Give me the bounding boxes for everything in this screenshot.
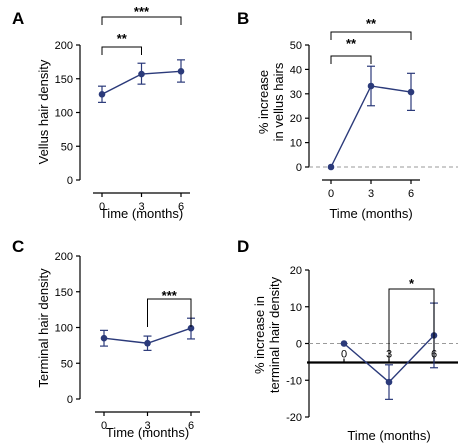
y-axis-title-line: terminal hair density xyxy=(267,276,282,393)
x-tick-label: 6 xyxy=(188,420,194,432)
x-tick-label: 3 xyxy=(138,201,144,213)
y-axis-title: % increasein vellus hairs xyxy=(256,62,286,141)
significance-bracket xyxy=(101,16,182,25)
y-tick-label: 150 xyxy=(55,287,73,299)
data-point xyxy=(138,70,145,78)
significance-bracket xyxy=(388,288,435,359)
data-point xyxy=(187,324,195,332)
y-tick-label: 50 xyxy=(61,358,73,370)
significance-bracket xyxy=(101,46,142,55)
y-tick-label: -20 xyxy=(286,412,302,424)
x-axis-title: Time (months) xyxy=(347,428,430,443)
y-tick-label: 150 xyxy=(55,74,73,86)
x-tick-label: 0 xyxy=(328,188,334,200)
data-point xyxy=(100,334,108,342)
data-point xyxy=(385,378,393,386)
x-tick-label: 3 xyxy=(368,188,374,200)
x-axis-title: Time (months) xyxy=(100,206,183,221)
significance-label: *** xyxy=(162,288,178,303)
y-tick-label: 200 xyxy=(55,251,73,263)
significance-bracket xyxy=(147,298,192,327)
panel-d: D-20-1001020036Time (months)% increase i… xyxy=(237,237,458,443)
significance-label: ** xyxy=(366,16,377,31)
y-tick-label: 0 xyxy=(67,394,73,406)
data-point xyxy=(177,68,185,75)
panel-letter: C xyxy=(12,237,24,256)
data-point xyxy=(327,163,335,171)
y-tick-label: 100 xyxy=(55,323,73,335)
significance-label: ** xyxy=(117,31,128,46)
x-axis-title: Time (months) xyxy=(106,425,189,440)
panel-letter: B xyxy=(237,9,249,28)
panel-b: B 0 10 20 30 40 50 0 3 6 Time (months) % increasein… xyxy=(237,9,458,221)
panel-letter: A xyxy=(12,9,24,28)
data-point xyxy=(98,90,106,98)
y-tick-label: 10 xyxy=(290,302,302,314)
y-tick-label: 100 xyxy=(55,108,73,120)
y-tick-label: 30 xyxy=(290,89,302,101)
significance-label: *** xyxy=(134,4,150,19)
y-axis-title: % increase interminal hair density xyxy=(252,276,282,393)
x-tick-label: 0 xyxy=(341,349,347,361)
data-point xyxy=(340,340,348,347)
y-tick-label: 20 xyxy=(290,265,302,277)
data-point xyxy=(367,82,375,90)
y-tick-label: 50 xyxy=(61,141,73,153)
y-tick-label: 200 xyxy=(55,40,73,52)
y-tick-label: 0 xyxy=(296,339,302,351)
y-tick-label: -10 xyxy=(286,375,302,387)
y-tick-label: 50 xyxy=(290,40,302,52)
significance-label: * xyxy=(409,276,415,291)
x-tick-label: 0 xyxy=(101,420,107,432)
y-tick-label: 40 xyxy=(290,64,302,76)
panel-letter: D xyxy=(237,237,249,256)
x-tick-label: 6 xyxy=(178,201,184,213)
y-tick-label: 10 xyxy=(290,138,302,150)
significance-bracket xyxy=(330,55,372,64)
x-axis-title: Time (months) xyxy=(329,206,412,221)
data-point xyxy=(144,339,151,347)
y-axis-title-line: % increase xyxy=(256,70,271,134)
x-tick-label: 6 xyxy=(408,188,414,200)
y-axis-title-line: in vellus hairs xyxy=(271,62,286,141)
x-tick-label: 0 xyxy=(99,201,105,213)
y-axis-title-line: % increase in xyxy=(252,296,267,374)
significance-bracket xyxy=(330,31,412,40)
y-tick-label: 20 xyxy=(290,113,302,125)
y-tick-label: 0 xyxy=(296,162,302,174)
y-axis-title: Vellus hair density xyxy=(36,59,51,164)
x-tick-label: 3 xyxy=(144,420,150,432)
data-point xyxy=(407,88,415,96)
significance-label: ** xyxy=(346,36,357,51)
y-axis-title: Terminal hair density xyxy=(36,268,51,388)
y-tick-label: 0 xyxy=(67,175,73,187)
